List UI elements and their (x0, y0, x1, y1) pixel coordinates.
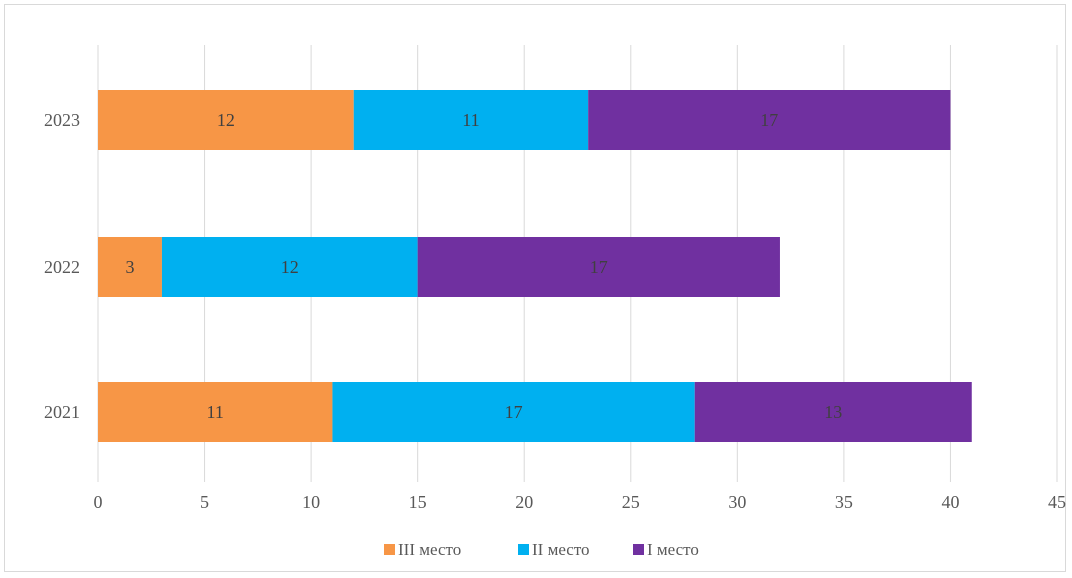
bar-segment (694, 382, 972, 442)
x-axis-ticks: 0 5 10 15 20 25 30 35 40 45 (94, 492, 1067, 512)
bar-segment (588, 90, 951, 150)
data-label: 11 (207, 402, 224, 422)
x-tick-label: 45 (1048, 492, 1066, 512)
data-label: 12 (281, 257, 299, 277)
data-label: 13 (824, 402, 842, 422)
bars: 12 11 17 3 12 17 11 17 13 (98, 90, 972, 442)
y-axis-labels: 2023 2022 2021 (44, 110, 80, 422)
bar-segment (98, 90, 354, 150)
x-tick-label: 15 (409, 492, 427, 512)
legend: III место II место I место (384, 540, 699, 559)
bar-segment (98, 382, 333, 442)
y-category-label: 2023 (44, 110, 80, 130)
data-label: 17 (760, 110, 778, 130)
x-tick-label: 40 (941, 492, 959, 512)
y-category-label: 2021 (44, 402, 80, 422)
bar-segment (353, 90, 589, 150)
x-tick-label: 20 (515, 492, 533, 512)
y-category-label: 2022 (44, 257, 80, 277)
data-label: 17 (505, 402, 523, 422)
legend-swatch (384, 544, 395, 555)
x-tick-label: 0 (94, 492, 103, 512)
legend-label: II место (532, 540, 590, 559)
bar-segment (332, 382, 695, 442)
data-label: 11 (462, 110, 479, 130)
legend-swatch (633, 544, 644, 555)
data-label: 3 (125, 257, 134, 277)
x-tick-label: 10 (302, 492, 320, 512)
data-label: 17 (590, 257, 608, 277)
legend-label: I место (647, 540, 699, 559)
bar-segment (161, 237, 418, 297)
bar-segment (417, 237, 780, 297)
data-label: 12 (217, 110, 235, 130)
bar-segment (98, 237, 162, 297)
x-tick-label: 30 (728, 492, 746, 512)
legend-swatch (518, 544, 529, 555)
x-tick-label: 25 (622, 492, 640, 512)
legend-label: III место (398, 540, 461, 559)
x-tick-label: 5 (200, 492, 209, 512)
x-tick-label: 35 (835, 492, 853, 512)
